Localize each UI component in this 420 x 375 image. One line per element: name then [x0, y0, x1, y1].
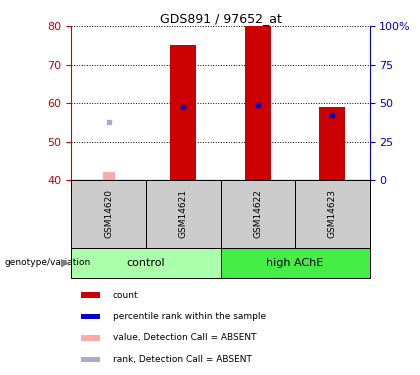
Bar: [81, 357, 100, 362]
Text: rank, Detection Call = ABSENT: rank, Detection Call = ABSENT: [113, 355, 252, 364]
Bar: [81, 292, 100, 298]
Bar: [146, 180, 220, 248]
Bar: [103, 172, 115, 180]
Bar: [295, 180, 370, 248]
Text: control: control: [127, 258, 165, 267]
Bar: [71, 248, 220, 278]
Bar: [170, 45, 196, 180]
Bar: [319, 107, 345, 180]
Text: GSM14621: GSM14621: [179, 189, 188, 238]
Text: count: count: [113, 291, 139, 300]
Title: GDS891 / 97652_at: GDS891 / 97652_at: [160, 12, 281, 25]
Text: GSM14620: GSM14620: [104, 189, 113, 238]
Text: percentile rank within the sample: percentile rank within the sample: [113, 312, 266, 321]
Text: genotype/variation: genotype/variation: [4, 258, 90, 267]
Bar: [81, 314, 100, 319]
Bar: [220, 248, 370, 278]
Text: value, Detection Call = ABSENT: value, Detection Call = ABSENT: [113, 333, 257, 342]
Text: GSM14623: GSM14623: [328, 189, 337, 238]
Text: high AChE: high AChE: [266, 258, 324, 267]
Text: GSM14622: GSM14622: [253, 189, 262, 238]
Bar: [71, 180, 146, 248]
Bar: [220, 180, 295, 248]
Bar: [245, 26, 271, 180]
Bar: [81, 335, 100, 340]
Text: ▶: ▶: [61, 258, 69, 267]
